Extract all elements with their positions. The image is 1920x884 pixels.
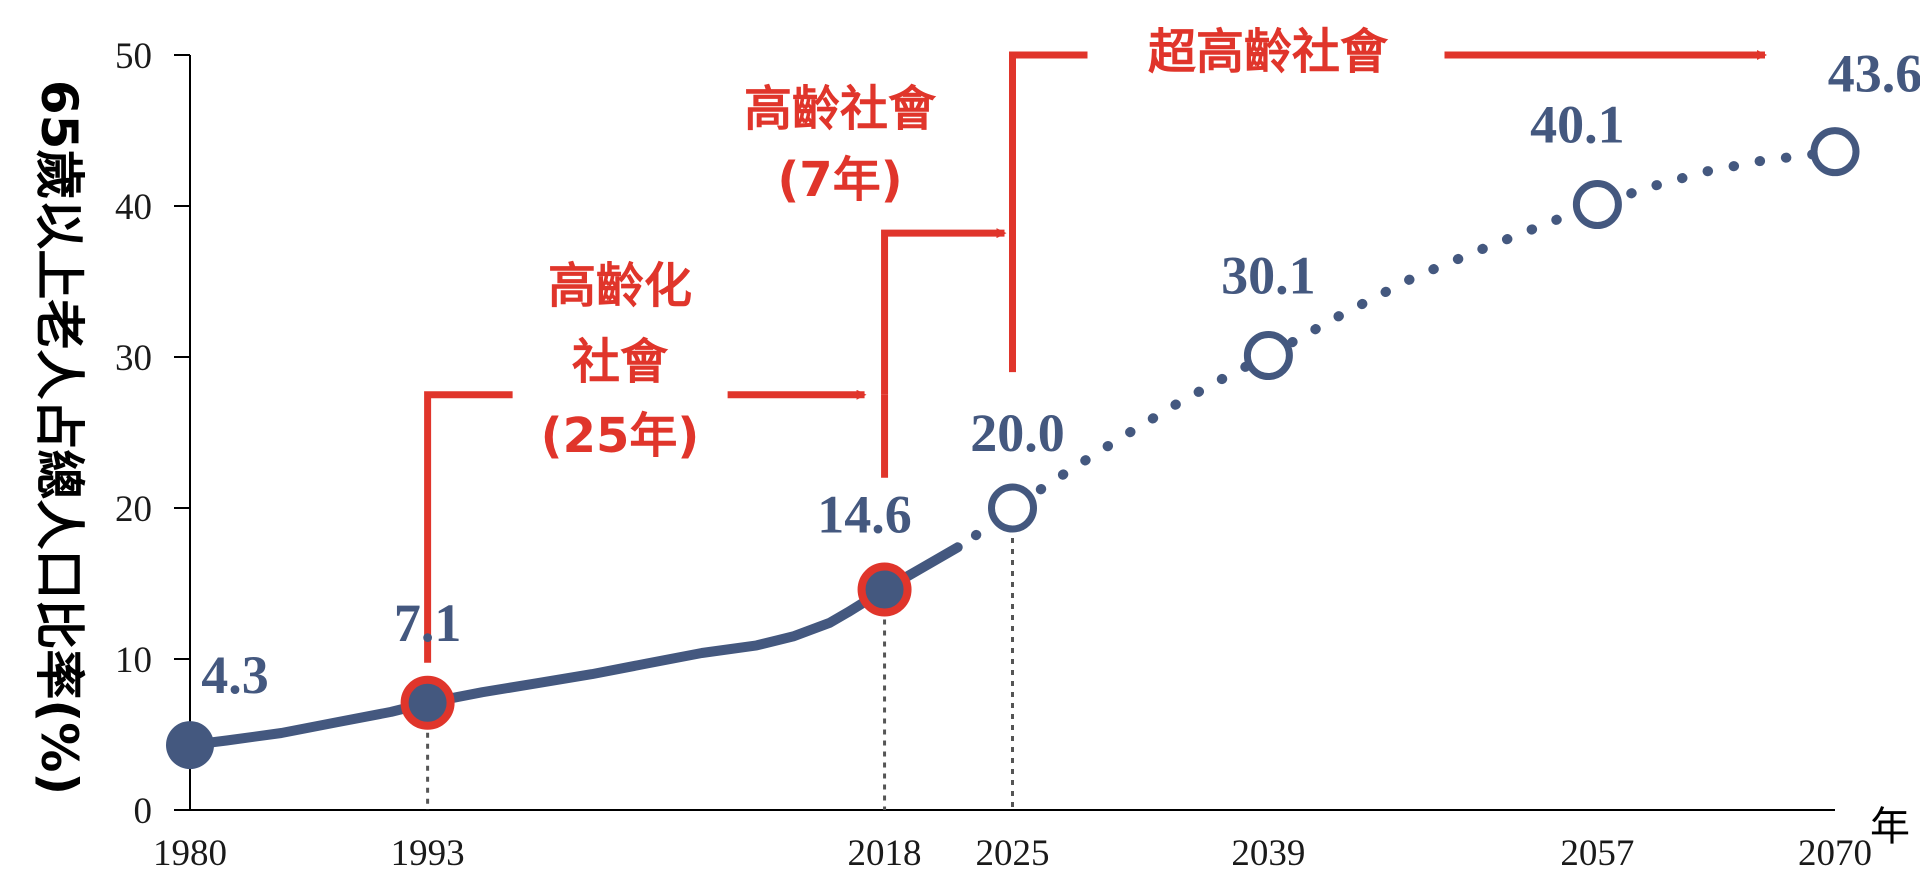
phase-brackets	[424, 50, 1767, 663]
y-tick-label: 0	[134, 791, 153, 832]
projected-series-line	[970, 146, 1840, 541]
projected-point-marker	[1243, 330, 1293, 380]
x-axis-unit-label: 年	[1870, 804, 1910, 850]
data-value-label: 7.1	[394, 593, 462, 653]
phase-label: 高齡社會	[744, 81, 937, 137]
phase-label: (25年)	[541, 408, 700, 464]
x-tick-label: 2039	[1231, 833, 1305, 874]
x-tick-label: 2070	[1798, 833, 1872, 874]
axes: 0 10 20 30 40 50 1980 1993 2018 2025 2039 2057 2070年…	[30, 36, 1910, 874]
phase-label: (7年)	[777, 152, 902, 208]
phase-label: 超高齡社會	[1148, 24, 1389, 80]
observed-series-line	[185, 542, 963, 751]
x-tick-label: 2025	[976, 833, 1050, 874]
milestone-marker	[857, 562, 912, 617]
data-value-label: 43.6	[1828, 44, 1920, 104]
y-tick-label: 40	[115, 187, 152, 228]
data-value-label: 30.1	[1221, 245, 1316, 305]
y-tick-label: 20	[115, 489, 152, 530]
y-tick-label: 10	[115, 640, 152, 681]
projected-point-marker	[988, 483, 1037, 533]
milestone-marker	[400, 675, 455, 730]
year-guide-lines	[426, 538, 1014, 810]
y-tick-label: 30	[115, 338, 152, 379]
data-value-label: 20.0	[970, 403, 1065, 463]
super-aged-society-bracket-left	[1009, 51, 1088, 373]
data-value-label: 40.1	[1530, 94, 1625, 154]
x-tick-label: 1993	[391, 833, 465, 874]
data-value-label: 4.3	[201, 645, 269, 705]
aging-society-bracket-left	[424, 391, 513, 663]
projected-point-marker	[1810, 127, 1860, 177]
phase-label: 社會	[572, 334, 669, 390]
projected-point-marker	[1572, 179, 1622, 229]
y-tick-label: 50	[115, 36, 152, 77]
data-markers	[166, 127, 1860, 770]
data-value-label: 14.6	[817, 485, 912, 545]
x-tick-label: 1980	[153, 833, 227, 874]
y-axis-title: 65歲以上老人占總人口比率(%)	[30, 80, 88, 795]
series-lines	[185, 146, 1840, 751]
x-tick-label: 2018	[848, 833, 922, 874]
x-tick-label: 2057	[1560, 833, 1634, 874]
aged-society-bracket-arrow	[881, 228, 1007, 395]
data-point-marker	[166, 721, 214, 770]
phase-label: 高齡化	[548, 258, 692, 314]
